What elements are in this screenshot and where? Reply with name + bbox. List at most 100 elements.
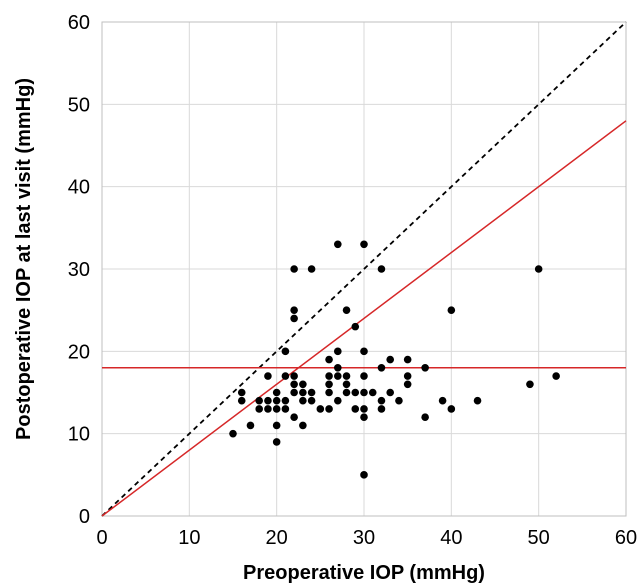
data-point: [325, 355, 333, 364]
data-point: [377, 396, 386, 405]
data-point: [342, 380, 351, 389]
data-point: [334, 240, 342, 249]
data-point: [316, 405, 325, 413]
data-point: [290, 314, 298, 323]
data-point: [281, 372, 290, 380]
data-point: [264, 405, 272, 413]
data-point: [255, 396, 263, 405]
y-tick-label: 0: [79, 506, 90, 528]
data-points: [229, 240, 560, 479]
data-point: [272, 396, 281, 405]
data-point: [290, 380, 298, 389]
y-axis-ticks: 0 10 20 30 40 50 60: [68, 12, 90, 528]
data-point: [325, 372, 333, 380]
data-point: [255, 405, 263, 413]
data-point: [264, 372, 272, 380]
data-point: [272, 438, 281, 446]
data-point: [351, 405, 360, 413]
x-tick-label: 20: [266, 527, 288, 549]
plot-frame: [101, 21, 627, 517]
data-point: [307, 265, 316, 273]
data-point: [272, 388, 281, 397]
y-tick-label: 50: [68, 94, 90, 116]
data-point: [403, 372, 412, 380]
data-point: [290, 265, 298, 273]
data-point: [360, 471, 368, 479]
data-point: [307, 388, 316, 397]
x-tick-label: 0: [96, 527, 107, 549]
data-point: [299, 380, 307, 389]
data-point: [325, 380, 333, 389]
y-tick-label: 40: [68, 177, 90, 199]
data-point: [246, 421, 255, 430]
data-point: [272, 405, 281, 413]
data-point: [403, 380, 412, 389]
data-point: [342, 388, 351, 397]
data-point: [534, 265, 543, 273]
data-point: [351, 322, 360, 331]
data-point: [447, 405, 456, 413]
x-tick-label: 50: [528, 527, 550, 549]
data-point: [473, 396, 482, 405]
data-point: [334, 396, 342, 405]
data-point: [552, 372, 560, 380]
data-point: [229, 429, 237, 438]
data-point: [237, 388, 246, 397]
data-point: [377, 265, 386, 273]
x-axis-ticks: 0 10 20 30 40 50 60: [96, 527, 637, 549]
data-point: [290, 388, 298, 397]
data-point: [334, 364, 342, 372]
data-point: [360, 240, 368, 249]
data-point: [360, 405, 368, 413]
x-tick-label: 60: [615, 527, 637, 549]
data-point: [237, 396, 246, 405]
y-tick-label: 10: [68, 424, 90, 446]
data-point: [421, 364, 429, 372]
data-point: [360, 413, 368, 422]
data-point: [395, 396, 403, 405]
data-point: [307, 396, 316, 405]
data-point: [526, 380, 534, 389]
data-point: [334, 347, 342, 356]
data-point: [377, 364, 386, 372]
data-point: [325, 388, 333, 397]
data-point: [403, 355, 412, 364]
data-point: [342, 306, 351, 314]
y-tick-label: 30: [68, 259, 90, 281]
data-point: [368, 388, 377, 397]
data-point: [377, 405, 386, 413]
y-tick-label: 20: [68, 341, 90, 363]
data-point: [281, 405, 290, 413]
data-point: [325, 405, 333, 413]
data-point: [438, 396, 447, 405]
data-point: [360, 372, 368, 380]
data-point: [290, 306, 298, 314]
data-point: [299, 421, 307, 430]
x-tick-label: 40: [440, 527, 462, 549]
data-point: [334, 372, 342, 380]
x-tick-label: 30: [353, 527, 375, 549]
data-point: [299, 396, 307, 405]
y-axis-title: Postoperative IOP at last visit (mmHg): [13, 78, 35, 440]
identity-line: [101, 21, 627, 517]
data-point: [386, 355, 395, 364]
data-point: [290, 413, 298, 422]
data-point: [281, 396, 290, 405]
reference-lines: [101, 21, 627, 517]
data-point: [447, 306, 456, 314]
x-axis-title: Preoperative IOP (mmHg): [243, 562, 485, 584]
x-tick-label: 10: [178, 527, 200, 549]
data-point: [351, 388, 360, 397]
data-point: [281, 347, 290, 356]
data-point: [360, 388, 368, 397]
y-tick-label: 60: [68, 12, 90, 34]
proportional-line: [101, 120, 627, 517]
data-point: [386, 388, 395, 397]
data-point: [290, 372, 298, 380]
data-point: [342, 372, 351, 380]
data-point: [421, 413, 429, 422]
data-point: [299, 388, 307, 397]
data-point: [272, 421, 281, 430]
data-point: [264, 396, 272, 405]
